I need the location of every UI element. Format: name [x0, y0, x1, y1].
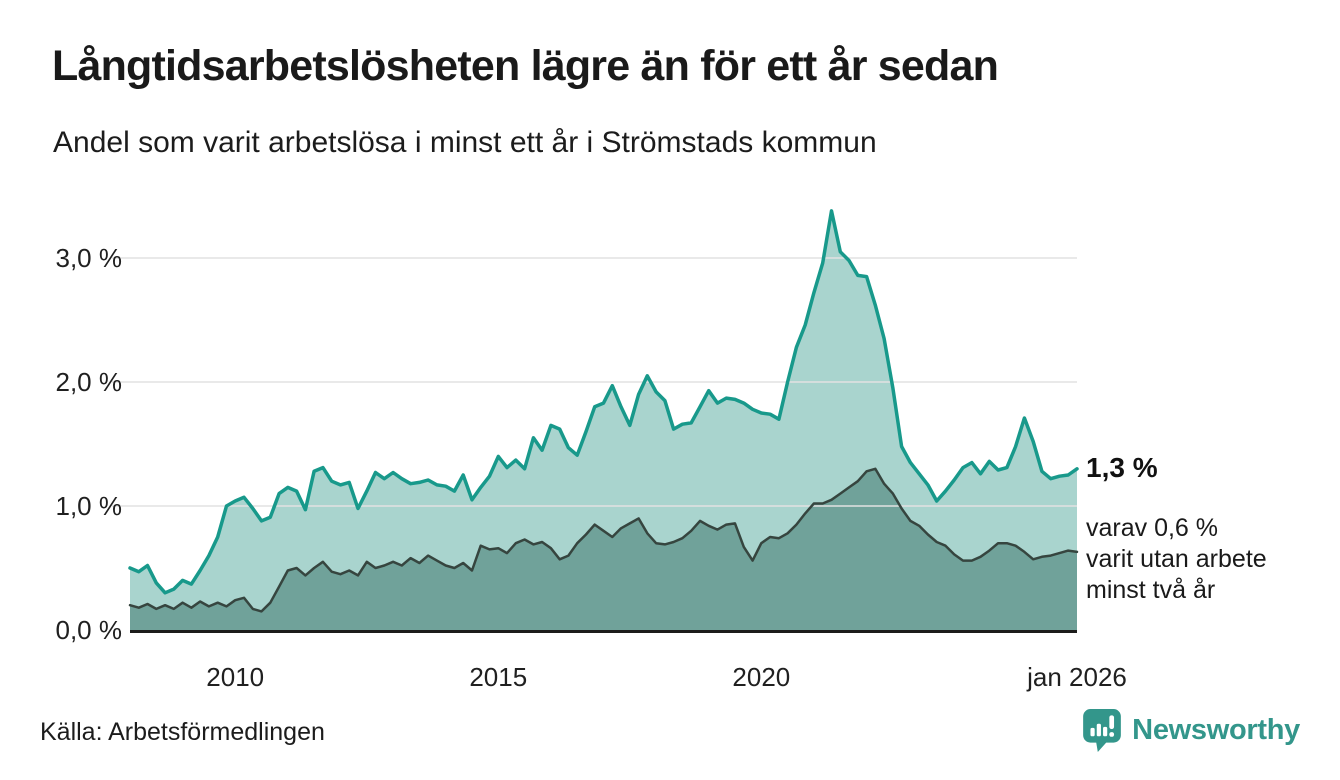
newsworthy-bubble-icon — [1083, 709, 1122, 752]
source-credit: Källa: Arbetsförmedlingen — [40, 718, 325, 746]
x-tick-label: 2010 — [206, 662, 264, 692]
chart-subtitle: Andel som varit arbetslösa i minst ett å… — [53, 126, 877, 159]
y-tick-label: 1,0 % — [56, 491, 123, 521]
page-title: Långtidsarbetslösheten lägre än för ett … — [52, 42, 999, 90]
line-series-1 — [128, 467, 1079, 613]
y-tick-label: 2,0 % — [56, 367, 123, 397]
secondary-annotation: varav 0,6 % varit utan arbete minst två … — [1086, 513, 1267, 606]
x-tick-label: jan 2026 — [1026, 662, 1127, 692]
newsworthy-logo: Newsworthy — [1082, 706, 1300, 754]
x-tick-label: 2015 — [469, 662, 527, 692]
brand-name: Newsworthy — [1132, 713, 1300, 746]
area-fill-series-1 — [130, 468, 1077, 630]
line-series-0 — [128, 209, 1079, 595]
y-tick-label: 3,0 % — [56, 243, 123, 273]
secondary-annotation-line: minst två år — [1086, 576, 1216, 604]
secondary-annotation-line: varav 0,6 % — [1086, 514, 1219, 542]
x-tick-label: 2020 — [732, 662, 790, 692]
end-value-annotation: 1,3 % — [1086, 452, 1158, 483]
secondary-annotation-line: varit utan arbete — [1086, 545, 1267, 573]
y-tick-label: 0,0 % — [56, 615, 123, 645]
